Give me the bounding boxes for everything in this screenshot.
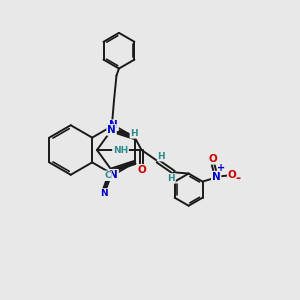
Text: O: O (228, 170, 237, 180)
Text: H: H (167, 174, 175, 183)
Text: N: N (100, 189, 108, 198)
Text: O: O (208, 154, 217, 164)
Text: H: H (158, 152, 165, 161)
Text: O: O (137, 165, 146, 175)
Text: H: H (130, 129, 138, 138)
Text: C: C (104, 171, 111, 180)
Text: N: N (109, 170, 118, 180)
Text: N: N (109, 120, 118, 130)
Text: +: + (217, 163, 225, 173)
Text: N: N (107, 125, 116, 135)
Text: -: - (235, 172, 240, 185)
Text: NH: NH (113, 146, 128, 154)
Text: N: N (212, 172, 220, 182)
